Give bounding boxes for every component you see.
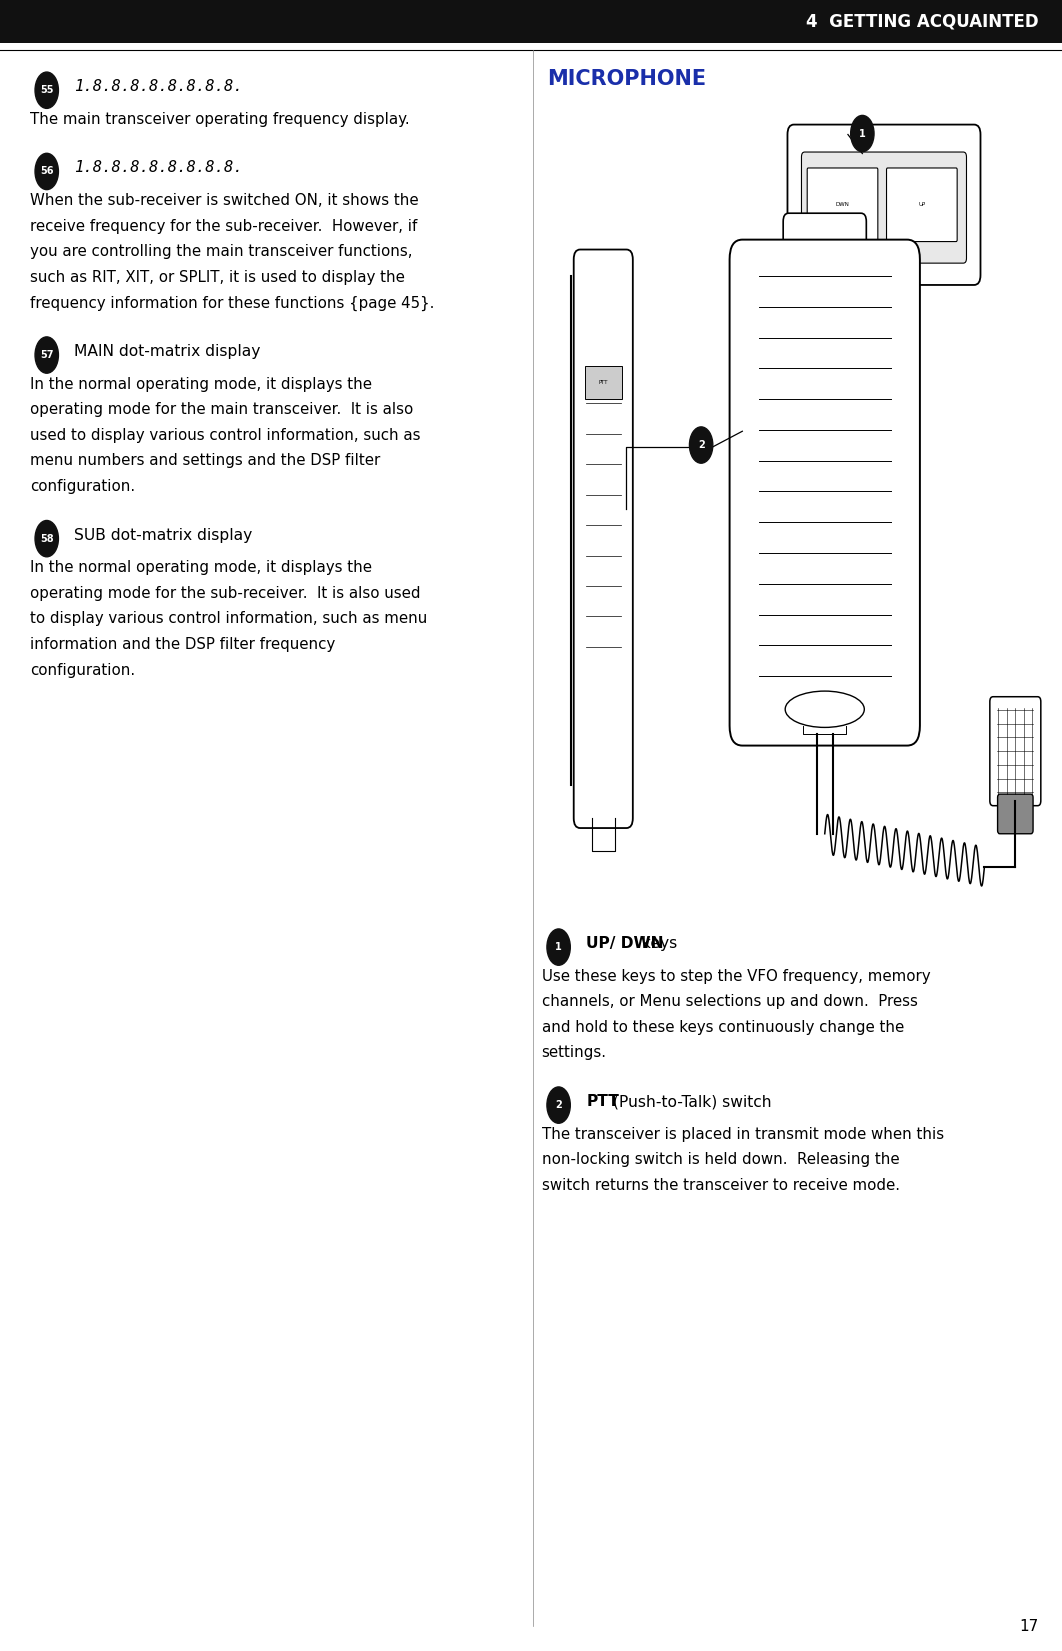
Text: menu numbers and settings and the DSP filter: menu numbers and settings and the DSP fi… (30, 454, 380, 469)
Text: operating mode for the main transceiver.  It is also: operating mode for the main transceiver.… (30, 403, 413, 418)
Text: and hold to these keys continuously change the: and hold to these keys continuously chan… (542, 1020, 904, 1035)
Text: MICROPHONE: MICROPHONE (547, 69, 706, 89)
Text: When the sub-receiver is switched ON, it shows the: When the sub-receiver is switched ON, it… (30, 193, 418, 208)
FancyBboxPatch shape (788, 124, 980, 286)
Text: receive frequency for the sub-receiver.  However, if: receive frequency for the sub-receiver. … (30, 218, 417, 233)
FancyBboxPatch shape (730, 239, 920, 746)
Text: In the normal operating mode, it displays the: In the normal operating mode, it display… (30, 376, 372, 391)
Text: 1.8.8.8.8.8.8.8.8.: 1.8.8.8.8.8.8.8.8. (74, 160, 243, 175)
Text: information and the DSP filter frequency: information and the DSP filter frequency (30, 637, 335, 652)
Text: (Push-to-Talk) switch: (Push-to-Talk) switch (607, 1095, 771, 1109)
Text: 55: 55 (40, 86, 53, 96)
FancyBboxPatch shape (887, 168, 957, 241)
FancyBboxPatch shape (990, 697, 1041, 806)
Text: MAIN dot-matrix display: MAIN dot-matrix display (74, 343, 260, 358)
Text: 17: 17 (1020, 1620, 1039, 1634)
Text: PTT: PTT (599, 380, 609, 385)
Text: 57: 57 (40, 350, 53, 360)
FancyBboxPatch shape (802, 152, 966, 263)
FancyBboxPatch shape (585, 365, 621, 398)
Text: to display various control information, such as menu: to display various control information, … (30, 611, 427, 626)
Text: operating mode for the sub-receiver.  It is also used: operating mode for the sub-receiver. It … (30, 586, 421, 601)
Circle shape (547, 930, 570, 966)
Text: you are controlling the main transceiver functions,: you are controlling the main transceiver… (30, 244, 412, 259)
Text: DWN: DWN (836, 203, 850, 208)
Text: The main transceiver operating frequency display.: The main transceiver operating frequency… (30, 112, 409, 127)
Text: PTT: PTT (586, 1095, 619, 1109)
Text: The transceiver is placed in transmit mode when this: The transceiver is placed in transmit mo… (542, 1126, 944, 1141)
Text: 1: 1 (859, 129, 866, 139)
Text: configuration.: configuration. (30, 662, 135, 677)
Circle shape (35, 73, 58, 109)
Text: channels, or Menu selections up and down.  Press: channels, or Menu selections up and down… (542, 994, 918, 1009)
Text: frequency information for these functions {page 45}.: frequency information for these function… (30, 296, 434, 310)
Text: switch returns the transceiver to receive mode.: switch returns the transceiver to receiv… (542, 1177, 900, 1192)
Circle shape (851, 116, 874, 152)
Text: 1: 1 (555, 943, 562, 953)
Text: 4  GETTING ACQUAINTED: 4 GETTING ACQUAINTED (806, 13, 1039, 30)
Circle shape (547, 1086, 570, 1123)
Text: Use these keys to step the VFO frequency, memory: Use these keys to step the VFO frequency… (542, 969, 930, 984)
FancyBboxPatch shape (573, 249, 633, 829)
Text: such as RIT, XIT, or SPLIT, it is used to display the: such as RIT, XIT, or SPLIT, it is used t… (30, 269, 405, 284)
Ellipse shape (785, 692, 864, 728)
FancyBboxPatch shape (807, 168, 878, 241)
Circle shape (35, 154, 58, 190)
FancyBboxPatch shape (783, 213, 867, 276)
Text: UP/ DWN: UP/ DWN (586, 936, 664, 951)
Text: used to display various control information, such as: used to display various control informat… (30, 428, 421, 442)
Circle shape (35, 520, 58, 556)
Text: 2: 2 (698, 441, 704, 451)
Text: settings.: settings. (542, 1045, 606, 1060)
Text: 2: 2 (555, 1100, 562, 1109)
Text: 1.8.8.8.8.8.8.8.8.: 1.8.8.8.8.8.8.8.8. (74, 79, 243, 94)
Text: keys: keys (637, 936, 678, 951)
Text: 56: 56 (40, 167, 53, 177)
Text: SUB dot-matrix display: SUB dot-matrix display (74, 528, 253, 543)
Text: UP: UP (919, 203, 925, 208)
Text: configuration.: configuration. (30, 479, 135, 494)
Text: non-locking switch is held down.  Releasing the: non-locking switch is held down. Releasi… (542, 1152, 900, 1167)
Text: In the normal operating mode, it displays the: In the normal operating mode, it display… (30, 560, 372, 575)
Circle shape (35, 337, 58, 373)
FancyBboxPatch shape (997, 794, 1033, 834)
Text: 58: 58 (40, 533, 53, 543)
Circle shape (689, 428, 713, 464)
Bar (0, 0, 1062, 43)
